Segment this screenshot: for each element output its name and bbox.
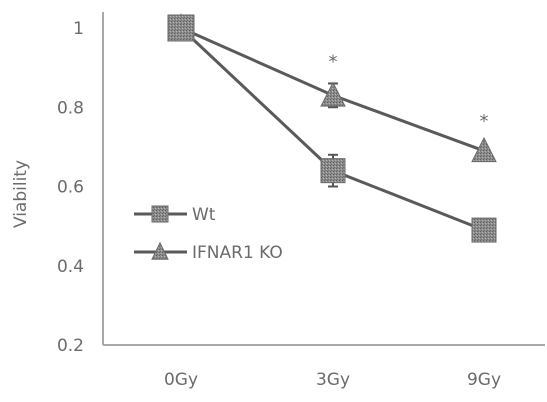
legend-label: IFNAR1 KO bbox=[192, 243, 283, 263]
data-point-square bbox=[471, 217, 497, 243]
x-tick-label: 3Gy bbox=[316, 370, 350, 390]
y-tick-label: 0.8 bbox=[57, 98, 84, 118]
y-tick-label: 0.2 bbox=[57, 336, 84, 356]
significance-marker: * bbox=[329, 52, 338, 73]
y-axis-title: Viability bbox=[11, 160, 31, 228]
legend-marker-square bbox=[151, 205, 169, 223]
y-tick-label: 0.6 bbox=[57, 178, 84, 198]
x-tick-label: 0Gy bbox=[164, 370, 198, 390]
legend-label: Wt bbox=[192, 205, 216, 225]
y-tick-label: 0.4 bbox=[57, 257, 84, 277]
y-tick-label: 1 bbox=[73, 19, 84, 39]
data-point-square bbox=[320, 158, 346, 184]
data-point-triangle bbox=[471, 136, 497, 163]
x-tick-label: 9Gy bbox=[467, 370, 501, 390]
data-point-square bbox=[167, 14, 195, 42]
data-point-triangle bbox=[320, 81, 346, 107]
legend-marker-triangle bbox=[151, 241, 169, 260]
significance-marker: * bbox=[480, 111, 489, 132]
